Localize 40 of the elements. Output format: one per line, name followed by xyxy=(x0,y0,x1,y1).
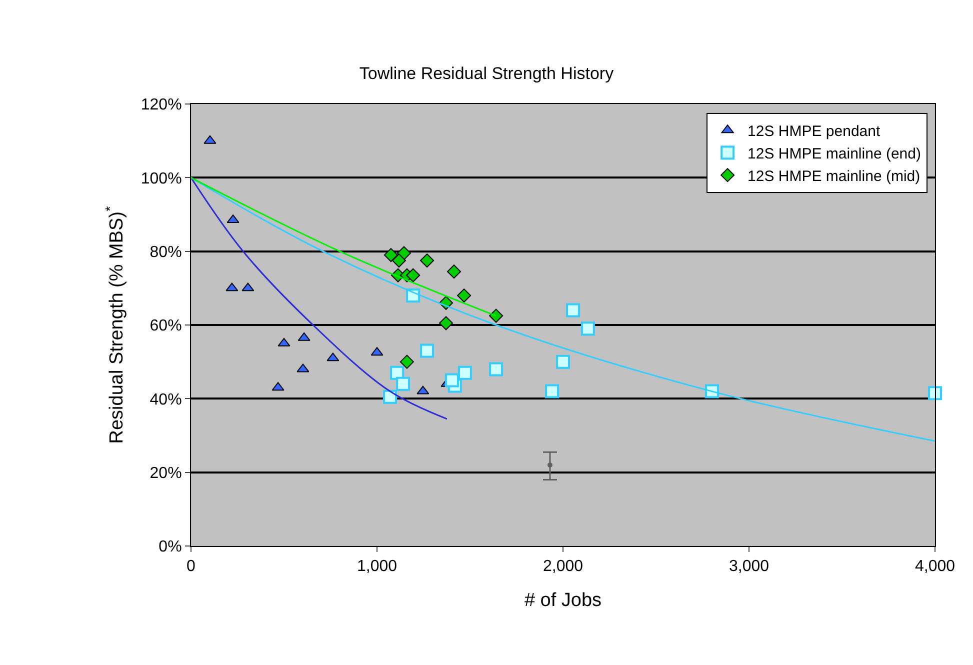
chart-title: Towline Residual Strength History xyxy=(359,64,614,84)
point xyxy=(928,386,942,400)
x-tick-label: 2,000 xyxy=(542,558,584,576)
point xyxy=(383,390,398,404)
point xyxy=(547,462,552,468)
y-tick-label: 40% xyxy=(150,391,182,408)
y-tick-label: 100% xyxy=(140,170,182,188)
point xyxy=(545,384,560,398)
y-tick-label: 0% xyxy=(158,538,182,556)
x-tick-label: 4,000 xyxy=(914,558,956,576)
point xyxy=(439,316,454,330)
point xyxy=(406,268,420,282)
point xyxy=(556,354,570,369)
point xyxy=(566,303,580,318)
x-tick-label: 3,000 xyxy=(728,558,770,576)
point xyxy=(400,354,414,369)
point xyxy=(447,264,461,279)
point xyxy=(458,366,472,380)
point xyxy=(392,254,406,268)
x-axis-title: # of Jobs xyxy=(524,590,602,611)
point xyxy=(396,376,410,391)
y-tick-label: 80% xyxy=(150,244,182,261)
point xyxy=(489,308,504,323)
point xyxy=(384,248,398,262)
y-tick-label: 20% xyxy=(150,464,182,482)
legend-label: 12S HMPE mainline (end) xyxy=(748,145,921,162)
legend-label: 12S HMPE pendant xyxy=(748,122,881,140)
point xyxy=(390,366,404,380)
point xyxy=(457,288,472,303)
line-series xyxy=(191,176,448,420)
point xyxy=(444,373,459,388)
point xyxy=(420,344,434,358)
point xyxy=(489,362,504,376)
y-tick-label: 60% xyxy=(150,318,182,335)
y-tick-label: 120% xyxy=(140,96,182,114)
point xyxy=(580,322,595,336)
legend-label: 12S HMPE mainline (mid) xyxy=(748,168,920,185)
x-tick-label: 1,000 xyxy=(356,558,398,576)
point xyxy=(420,254,434,268)
x-tick-label: 0 xyxy=(186,558,196,576)
